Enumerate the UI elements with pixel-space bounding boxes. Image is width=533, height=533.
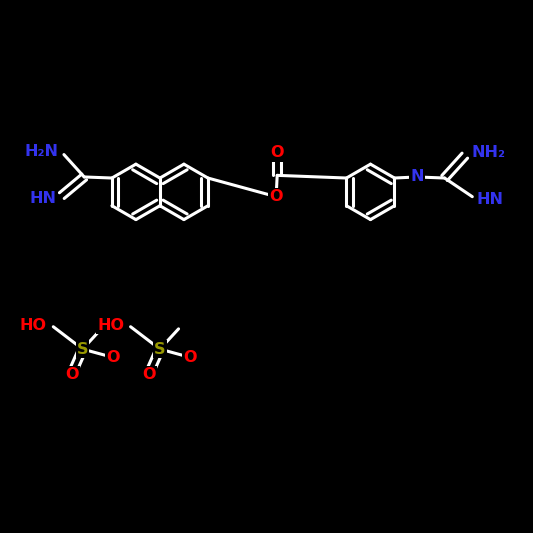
- Text: O: O: [142, 367, 156, 382]
- Text: NH₂: NH₂: [471, 146, 505, 160]
- Text: HO: HO: [20, 318, 47, 333]
- Text: O: O: [183, 350, 197, 365]
- Text: S: S: [154, 342, 166, 357]
- Text: S: S: [77, 342, 88, 357]
- Text: O: O: [106, 350, 120, 365]
- Text: HN: HN: [477, 192, 504, 207]
- Text: H₂N: H₂N: [25, 144, 59, 159]
- Text: O: O: [270, 146, 284, 160]
- Text: HO: HO: [97, 318, 124, 333]
- Text: N: N: [410, 169, 424, 184]
- Text: O: O: [269, 189, 283, 204]
- Text: O: O: [65, 367, 79, 382]
- Text: HN: HN: [29, 191, 56, 206]
